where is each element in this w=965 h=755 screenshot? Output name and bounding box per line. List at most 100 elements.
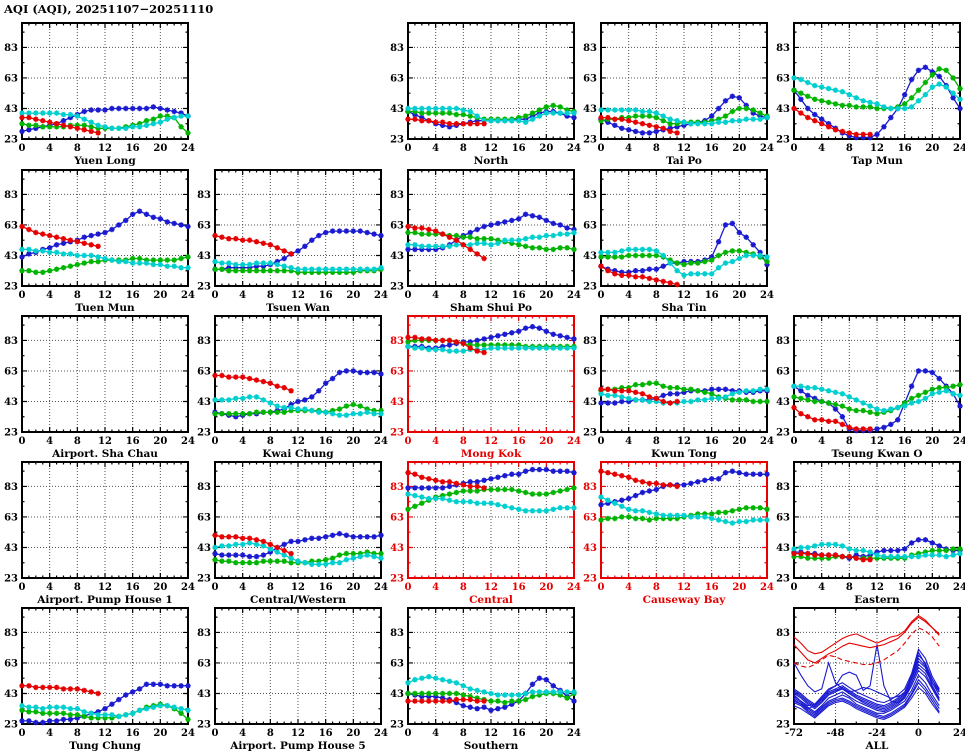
- x-tick-label: 12: [484, 582, 498, 593]
- panel-mong-kok: 23 43 63 83 0 4 8 12 16 20 24 Mong Kok: [390, 315, 581, 460]
- blue-series-line: [793, 686, 940, 720]
- y-tick-label: 43: [776, 397, 790, 408]
- blue-series-markers: [19, 681, 191, 726]
- x-tick-label: 0: [791, 143, 798, 154]
- x-tick-label: 8: [74, 582, 81, 593]
- y-tick-label: 83: [390, 628, 404, 639]
- y-tick-label: 43: [390, 251, 404, 262]
- x-tick-label: 12: [677, 436, 691, 447]
- x-tick-label: 16: [898, 143, 912, 154]
- x-tick-label: 20: [925, 143, 939, 154]
- y-tick-label: 83: [390, 336, 404, 347]
- y-tick-label: 83: [583, 43, 597, 54]
- y-tick-label: 83: [197, 482, 211, 493]
- y-tick-label: 43: [583, 251, 597, 262]
- y-tick-label: 63: [4, 512, 18, 523]
- x-tick-label: 24: [181, 290, 195, 301]
- blue-series-markers: [212, 531, 384, 560]
- x-tick-label: 4: [625, 143, 632, 154]
- panel-causeway-bay: 23 43 63 83 0 4 8 12 16 20 24 Causeway Bay: [583, 461, 774, 606]
- y-tick-label: 23: [390, 135, 404, 146]
- x-tick-label: 0: [598, 143, 605, 154]
- y-tick-label: 63: [197, 366, 211, 377]
- panel-north: 23 43 63 83 0 4 8 12 16 20 24 North: [390, 22, 581, 167]
- y-tick-label: 43: [390, 397, 404, 408]
- panel-yuen-long: 23 43 63 83 0 4 8 12 16 20 24 Yuen Long: [4, 22, 195, 167]
- cyan-series-markers: [598, 107, 770, 127]
- y-tick-label: 63: [390, 220, 404, 231]
- y-tick-label: 83: [4, 43, 18, 54]
- panel-airport-pump-house-5: 23 43 63 83 0 4 8 12 16 20 24 Airport. Pump House 5: [197, 607, 388, 752]
- y-tick-label: 63: [776, 366, 790, 377]
- x-tick-label: 8: [460, 436, 467, 447]
- red-series-markers: [791, 404, 873, 432]
- x-tick-label: 4: [818, 582, 825, 593]
- x-tick-label: 8: [74, 436, 81, 447]
- y-tick-label: 23: [583, 135, 597, 146]
- y-tick-label: 63: [583, 512, 597, 523]
- x-tick-label: 24: [181, 436, 195, 447]
- panel-title: Airport. Pump House 5: [229, 740, 365, 752]
- x-tick-label: 4: [46, 728, 53, 739]
- cyan-series-markers: [212, 258, 384, 272]
- y-tick-label: 63: [583, 73, 597, 84]
- y-tick-label: 23: [4, 282, 18, 293]
- y-tick-label: 43: [4, 543, 18, 554]
- panel-eastern: 23 43 63 83 0 4 8 12 16 20 24 Eastern: [776, 461, 965, 606]
- panel-central: 23 43 63 83 0 4 8 12 16 20 24 Central: [390, 461, 581, 606]
- x-tick-label: 0: [405, 582, 412, 593]
- x-tick-label: 24: [567, 582, 581, 593]
- panel-title: Tuen Mun: [75, 302, 135, 314]
- y-tick-label: 43: [4, 104, 18, 115]
- red-series-markers: [598, 114, 680, 136]
- blue-series-line: [793, 674, 940, 714]
- y-tick-label: 63: [197, 658, 211, 669]
- x-tick-label: 0: [598, 290, 605, 301]
- x-tick-label: 0: [212, 582, 219, 593]
- x-tick-label: 24: [953, 436, 965, 447]
- x-tick-label: 20: [153, 728, 167, 739]
- x-tick-label: 4: [239, 436, 246, 447]
- panel-title: Central/Western: [250, 594, 346, 606]
- x-tick-label: 12: [484, 290, 498, 301]
- x-tick-label: 4: [432, 582, 439, 593]
- y-tick-label: 23: [776, 135, 790, 146]
- red-series-markers: [19, 114, 101, 136]
- x-tick-label: 16: [512, 143, 526, 154]
- cyan-series-markers: [19, 703, 191, 720]
- x-tick-label: 8: [74, 290, 81, 301]
- x-tick-label: 4: [625, 582, 632, 593]
- y-tick-label: 83: [583, 190, 597, 201]
- y-tick-label: 63: [197, 220, 211, 231]
- x-tick-label: 12: [98, 728, 112, 739]
- x-tick-label: 0: [915, 728, 922, 739]
- panel-title: Central: [469, 594, 513, 606]
- y-tick-label: 63: [390, 512, 404, 523]
- panel-title: Tung Chung: [69, 740, 141, 752]
- x-tick-label: 16: [126, 290, 140, 301]
- y-tick-label: 43: [4, 397, 18, 408]
- x-tick-label: 16: [512, 436, 526, 447]
- y-tick-label: 83: [4, 482, 18, 493]
- y-tick-label: 63: [4, 658, 18, 669]
- y-tick-label: 43: [390, 543, 404, 554]
- x-tick-label: 24: [953, 143, 965, 154]
- panel-title: Airport. Sha Chau: [51, 448, 158, 460]
- x-tick-label: 8: [460, 143, 467, 154]
- y-tick-label: 83: [583, 336, 597, 347]
- x-tick-label: 0: [212, 436, 219, 447]
- y-tick-label: 43: [197, 251, 211, 262]
- x-tick-label: 0: [405, 436, 412, 447]
- y-tick-label: 43: [197, 543, 211, 554]
- red-series-markers: [212, 372, 294, 394]
- x-tick-label: 4: [432, 436, 439, 447]
- panel-kwun-tong: 23 43 63 83 0 4 8 12 16 20 24 Kwun Tong: [583, 315, 774, 460]
- x-tick-label: 16: [512, 290, 526, 301]
- x-tick-label: 20: [153, 436, 167, 447]
- y-tick-label: 23: [776, 428, 790, 439]
- x-tick-label: 12: [484, 436, 498, 447]
- blue-series-line: [793, 657, 940, 708]
- x-tick-label: 8: [653, 143, 660, 154]
